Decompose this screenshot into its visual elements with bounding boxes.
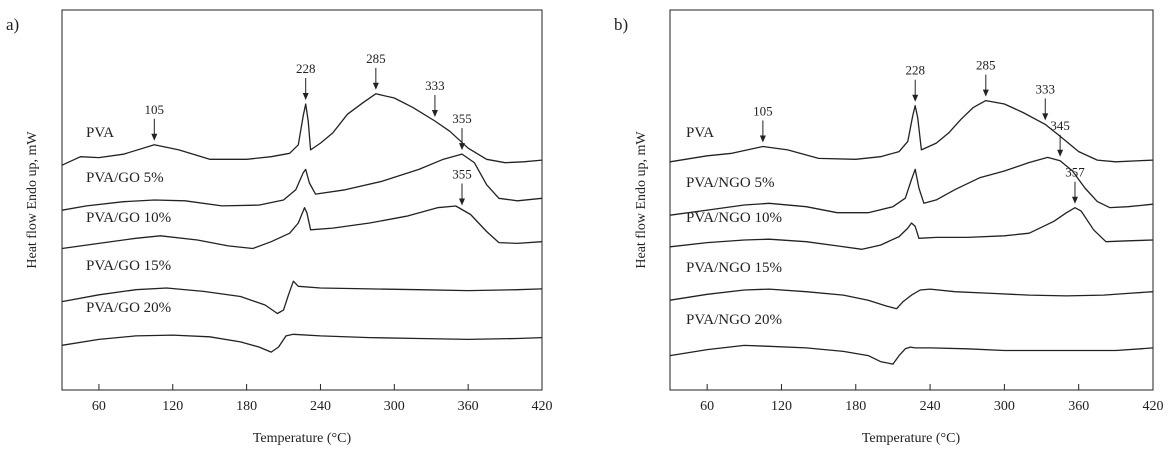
panel-label-b: b) <box>614 15 628 34</box>
annotation-arrowhead <box>1057 149 1064 157</box>
curves-b <box>669 99 1154 365</box>
x-ticks-a: 60 120 180 240 300 360 420 <box>92 384 553 414</box>
series-label: PVA/GO 15% <box>86 258 171 274</box>
plot-frame-a <box>61 9 543 391</box>
series-label: PVA/GO 10% <box>86 210 171 226</box>
annotation-label: 333 <box>425 78 445 93</box>
panel-a: a) Heat flow Endo up, mW Temperature (°C… <box>6 9 553 446</box>
x-tick-label: 60 <box>700 399 714 414</box>
dsc-curve-pva <box>61 93 543 166</box>
x-tick-label: 120 <box>771 399 792 414</box>
annotation-arrowhead <box>431 110 438 117</box>
series-label: PVA <box>686 125 714 141</box>
dsc-curve-pva-ngo-15- <box>669 288 1154 310</box>
x-tick-label: 60 <box>92 399 106 414</box>
annotation-arrowhead <box>1071 196 1078 204</box>
annotation-arrowhead <box>982 89 989 97</box>
dsc-curve-pva-ngo-10- <box>669 207 1154 250</box>
x-tick-label: 240 <box>310 399 331 414</box>
annotation-label: 355 <box>452 167 472 182</box>
annotation-arrowhead <box>302 93 309 100</box>
annotation-arrowhead <box>459 143 465 151</box>
annotations-b: 105 228 285 333 345 357 <box>753 58 1085 204</box>
annotation-arrowhead <box>372 82 379 90</box>
series-label: PVA/GO 5% <box>86 170 164 186</box>
annotation-label: 357 <box>1065 165 1085 180</box>
annotation-arrowhead <box>459 198 465 206</box>
panel-label-a: a) <box>6 15 19 34</box>
annotation-label: 228 <box>296 61 316 76</box>
legend-labels-b: PVA PVA/NGO 5% PVA/NGO 10% PVA/NGO 15% PVA/N… <box>686 125 782 328</box>
x-ticks-b: 60 120 180 240 300 360 420 <box>700 384 1164 414</box>
series-label: PVA/NGO 5% <box>686 175 774 191</box>
annotation-label: 228 <box>905 63 925 78</box>
dsc-curve-pva-go-15- <box>61 280 543 315</box>
series-label: PVA/GO 20% <box>86 300 171 316</box>
series-label: PVA/NGO 20% <box>686 312 782 328</box>
annotation-label: 105 <box>145 102 165 117</box>
dsc-curve-pva-go-5- <box>61 153 543 211</box>
dsc-curve-pva-go-10- <box>61 205 543 250</box>
dsc-curve-pva <box>669 99 1154 163</box>
dsc-curve-pva-go-20- <box>61 333 543 353</box>
annotation-arrowhead <box>151 133 158 141</box>
series-label: PVA/NGO 15% <box>686 260 782 276</box>
x-tick-label: 180 <box>845 399 866 414</box>
annotation-label: 355 <box>452 111 472 126</box>
annotation-label: 105 <box>753 104 773 119</box>
panel-b: b) Heat flow Endo up, mW Temperature (°C… <box>614 9 1164 446</box>
x-axis-label-a: Temperature (°C) <box>253 431 352 446</box>
annotation-arrowhead <box>759 135 766 143</box>
x-axis-label-b: Temperature (°C) <box>862 431 961 446</box>
x-tick-label: 300 <box>994 399 1015 414</box>
x-tick-label: 360 <box>458 399 479 414</box>
annotation-label: 345 <box>1050 118 1070 133</box>
annotation-label: 333 <box>1036 81 1056 96</box>
x-tick-label: 300 <box>384 399 405 414</box>
x-tick-label: 420 <box>532 399 553 414</box>
series-label: PVA/NGO 10% <box>686 210 782 226</box>
curves-a <box>61 93 543 353</box>
annotation-label: 285 <box>976 58 996 73</box>
x-tick-label: 180 <box>236 399 257 414</box>
dsc-curve-pva-ngo-20- <box>669 344 1154 365</box>
dsc-curve-pva-ngo-5- <box>669 156 1154 216</box>
y-axis-label-a: Heat flow Endo up, mW <box>25 131 40 269</box>
x-tick-label: 420 <box>1143 399 1164 414</box>
y-axis-label-b: Heat flow Endo up, mW <box>634 131 649 269</box>
x-tick-label: 120 <box>162 399 183 414</box>
x-tick-label: 240 <box>920 399 941 414</box>
annotations-a: 105 228 285 333 355 355 <box>145 51 472 206</box>
annotation-arrowhead <box>1042 113 1049 121</box>
annotation-arrowhead <box>912 94 919 102</box>
series-label: PVA <box>86 125 114 141</box>
legend-labels-a: PVA PVA/GO 5% PVA/GO 10% PVA/GO 15% PVA/GO 2… <box>86 125 171 316</box>
annotation-label: 285 <box>366 51 386 66</box>
plot-frame-b <box>669 9 1154 391</box>
x-tick-label: 360 <box>1068 399 1089 414</box>
